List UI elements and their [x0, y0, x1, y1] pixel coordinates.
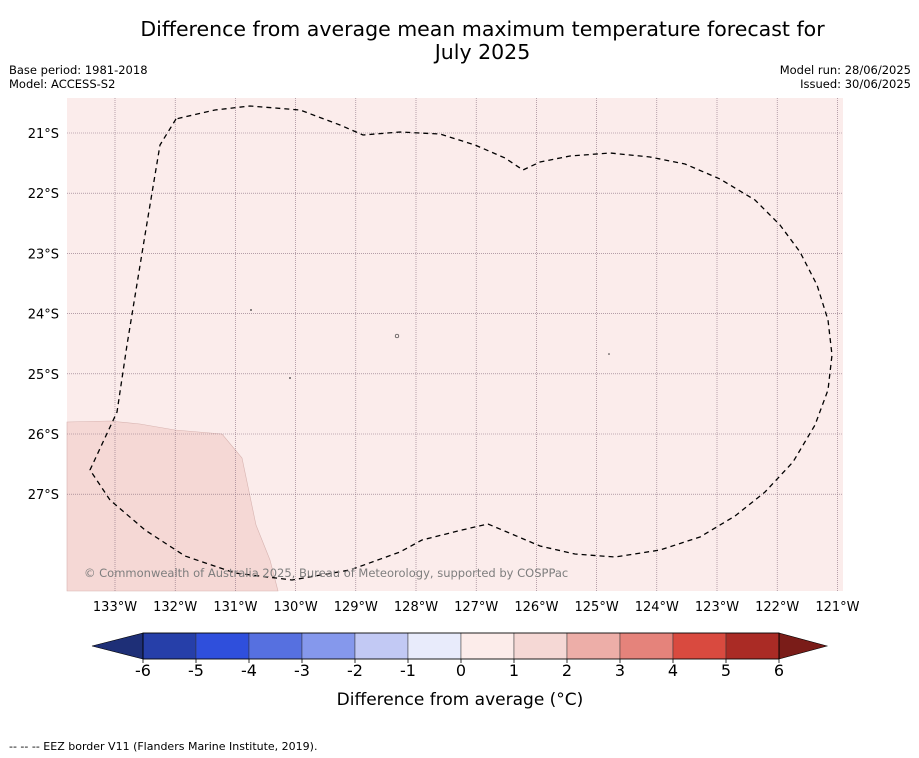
colorbar-segment	[407, 632, 462, 660]
colorbar-segment	[619, 632, 674, 660]
lon-label: 124°W	[635, 600, 679, 615]
colorbar-tick-label: -2	[347, 661, 363, 680]
colorbar-label: Difference from average (°C)	[337, 690, 584, 710]
colorbar-tick-label: -5	[188, 661, 204, 680]
colorbar-segment	[513, 632, 568, 660]
lon-label: 127°W	[454, 600, 498, 615]
lat-label: 27°S	[28, 488, 59, 503]
colorbar-ticks: -6 -5 -4 -3 -2 -1 0 1 2 3 4 5 6	[135, 659, 784, 680]
chart-title: Difference from average mean maximum tem…	[60, 18, 905, 64]
colorbar-tick-label: -6	[135, 661, 151, 680]
colorbar-tick-label: 0	[456, 661, 466, 680]
colorbar-label-text: Difference from average (°C)	[337, 690, 584, 710]
title-line-2: July 2025	[434, 40, 531, 64]
colorbar-segment	[725, 632, 780, 660]
lon-label: 122°W	[755, 600, 799, 615]
lat-label: 24°S	[28, 308, 59, 323]
colorbar-tick-label: 2	[562, 661, 572, 680]
colorbar-segment	[566, 632, 621, 660]
colorbar-segment	[672, 632, 727, 660]
footer-note: -- -- -- EEZ border V11 (Flanders Marine…	[9, 740, 318, 753]
island-mark	[250, 309, 252, 311]
lon-label: 130°W	[274, 600, 318, 615]
colorbar-segment	[248, 632, 303, 660]
model-name: Model: ACCESS-S2	[9, 77, 116, 91]
meta-left: Base period: 1981-2018 Model: ACCESS-S2	[9, 63, 148, 91]
lat-label: 26°S	[28, 428, 59, 443]
lon-label: 128°W	[394, 600, 438, 615]
colorbar-tick-label: 6	[774, 661, 784, 680]
lon-label: 126°W	[514, 600, 558, 615]
colorbar-segment	[301, 632, 356, 660]
eez-border	[89, 105, 833, 581]
colorbar-tick-label: 4	[668, 661, 678, 680]
lon-label: 129°W	[334, 600, 378, 615]
lon-label: 132°W	[153, 600, 197, 615]
meta-right: Model run: 28/06/2025 Issued: 30/06/2025	[780, 63, 911, 91]
issued-date: Issued: 30/06/2025	[800, 77, 911, 91]
lon-label: 131°W	[213, 600, 257, 615]
lat-label: 23°S	[28, 247, 59, 262]
copyright-text: © Commonwealth of Australia 2025, Bureau…	[84, 566, 568, 580]
warm-region	[66, 420, 279, 592]
graticule	[67, 98, 843, 591]
colorbar-tick-label: 5	[721, 661, 731, 680]
lat-label: 21°S	[28, 127, 59, 142]
island-mark	[608, 353, 610, 355]
lon-label: 121°W	[815, 600, 859, 615]
colorbar-segment	[354, 632, 409, 660]
colorbar-tick-label: 1	[509, 661, 519, 680]
colorbar-tick-label: -4	[241, 661, 257, 680]
island-mark	[394, 333, 400, 339]
colorbar-tick-label: 3	[615, 661, 625, 680]
latitude-labels: 21°S 22°S 23°S 24°S 25°S 26°S 27°S	[28, 127, 59, 503]
lat-label: 22°S	[28, 187, 59, 202]
lon-label: 133°W	[93, 600, 137, 615]
colorbar-extend-high	[778, 632, 829, 660]
colorbar-tick-label: -1	[400, 661, 416, 680]
colorbar-segment	[195, 632, 250, 660]
colorbar-tick-label: -3	[294, 661, 310, 680]
title-line-1: Difference from average mean maximum tem…	[140, 17, 825, 41]
colorbar-extend-low	[91, 632, 144, 660]
colorbar-segment	[142, 632, 197, 660]
colorbar	[91, 632, 829, 660]
model-run: Model run: 28/06/2025	[779, 63, 911, 77]
base-period: Base period: 1981-2018	[9, 63, 148, 77]
lon-label: 123°W	[695, 600, 739, 615]
lon-label: 125°W	[575, 600, 619, 615]
island-mark	[289, 377, 291, 379]
colorbar-segment	[460, 632, 515, 660]
longitude-labels: 133°W 132°W 131°W 130°W 129°W 128°W 127°W 126°W…	[93, 600, 860, 615]
lat-label: 25°S	[28, 368, 59, 383]
